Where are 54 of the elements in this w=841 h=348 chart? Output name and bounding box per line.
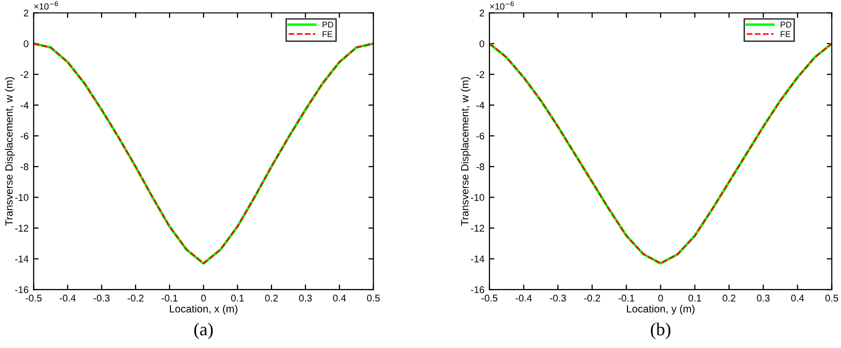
y-axis-title: Transverse Displacement, w (m) — [5, 77, 15, 226]
y-tick-label: -10 — [470, 194, 484, 201]
x-tick-label: -0.3 — [94, 294, 110, 302]
x-tick-label: -0.5 — [482, 294, 498, 302]
x-tick-label: -0.4 — [516, 294, 532, 302]
x-tick-label: -0.2 — [584, 294, 600, 302]
y-tick-label: -16 — [15, 286, 28, 294]
x-tick-label: 0 — [658, 294, 663, 302]
y-tick-label: -4 — [476, 102, 484, 109]
y-tick-label: 2 — [24, 10, 28, 16]
x-tick-label: -0.5 — [26, 294, 42, 302]
y-tick-label: -6 — [20, 132, 28, 140]
y-tick-label: -12 — [15, 224, 28, 232]
x-tick-label: -0.3 — [550, 294, 566, 302]
legend-label: PD — [780, 22, 792, 28]
legend-label: FE — [780, 31, 790, 37]
x-axis-title: Location, y (m) — [627, 304, 694, 315]
y-tick-label: -2 — [476, 71, 484, 78]
x-tick-label: 0.2 — [722, 294, 736, 302]
x-tick-label: 0.1 — [688, 294, 702, 302]
y-tick-label: -10 — [15, 194, 28, 201]
y-tick-label: -12 — [470, 224, 484, 232]
x-tick-label: 0.3 — [299, 294, 312, 302]
text: (a) — [194, 322, 213, 340]
x-tick-label: -0.2 — [128, 294, 144, 302]
legend-label: FE — [322, 31, 332, 37]
y-tick-label: -14 — [15, 256, 28, 262]
y-tick-label: -14 — [470, 256, 484, 262]
y-tick-label: -8 — [476, 163, 484, 170]
x-tick-label: 0.4 — [791, 294, 804, 302]
x-tick-label: 0.5 — [825, 294, 838, 302]
x-tick-label: 0.5 — [367, 294, 380, 302]
x-tick-label: 0.4 — [333, 294, 346, 302]
text: ×10$^{−6}$ — [34, 1, 58, 10]
y-tick-label: -2 — [20, 71, 28, 78]
x-tick-label: -0.4 — [60, 294, 76, 302]
y-tick-label: -6 — [476, 132, 484, 140]
x-tick-label: 0.1 — [231, 294, 244, 302]
x-tick-label: 0.3 — [756, 294, 770, 302]
y-tick-label: 2 — [480, 10, 484, 16]
y-tick-label: 0 — [480, 40, 484, 48]
y-axis-title: Transverse Displacement, w (m) — [460, 77, 471, 226]
text: ×10$^{−6}$ — [490, 1, 514, 10]
x-tick-label: 0.2 — [265, 294, 278, 302]
x-tick-label: 0 — [201, 294, 206, 302]
x-axis-title: Location, x (m) — [170, 304, 238, 315]
y-tick-label: -16 — [470, 286, 484, 294]
x-tick-label: -0.1 — [162, 294, 178, 302]
legend-label: PD — [322, 22, 334, 28]
text: (b) — [650, 322, 670, 340]
y-tick-label: -4 — [20, 102, 28, 109]
y-tick-label: 0 — [24, 40, 28, 48]
x-tick-label: -0.1 — [618, 294, 634, 302]
y-tick-label: -8 — [20, 163, 28, 170]
